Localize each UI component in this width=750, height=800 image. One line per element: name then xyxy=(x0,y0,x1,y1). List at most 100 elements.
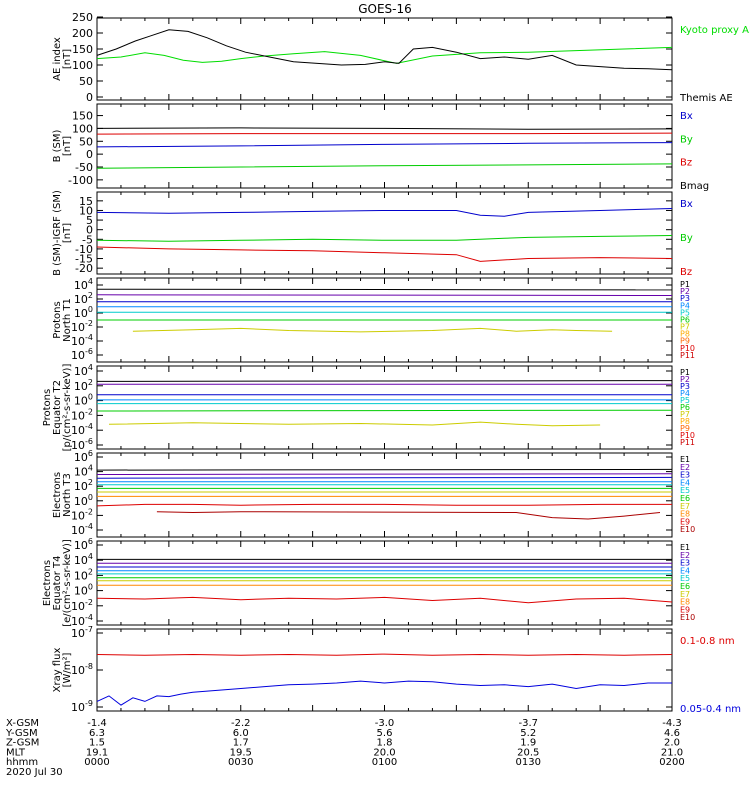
orbit-value: -2.2 xyxy=(231,718,251,729)
orbit-value: 19.5 xyxy=(230,747,252,758)
y-tick-label: 10-9 xyxy=(71,699,93,714)
exponent: -6 xyxy=(85,347,93,356)
panel-frame xyxy=(96,452,673,538)
orbit-row-label: MLT xyxy=(6,747,26,758)
legend-Bx: Bx xyxy=(680,111,693,122)
y-tick-label: 10-8 xyxy=(71,662,93,677)
y-axis-label: Equator T2 xyxy=(52,380,63,435)
y-axis-label: [nT] xyxy=(62,49,73,69)
y-tick-label: 100 xyxy=(72,59,93,72)
series-line-Kyoto proxy AE xyxy=(96,46,673,64)
legend-E10: E10 xyxy=(680,525,695,534)
y-tick-label: -10 xyxy=(75,243,93,256)
exponent: -4 xyxy=(85,422,93,431)
legend-P5: P5 xyxy=(680,308,690,317)
legend-P2: P2 xyxy=(680,287,690,296)
y-axis-label: Equator T4 xyxy=(52,556,63,611)
orbit-row-label: hhmm xyxy=(6,757,38,768)
series-line-P2 xyxy=(96,294,673,296)
orbit-value: -3.7 xyxy=(518,718,538,729)
y-axis-label: [nT] xyxy=(62,136,73,156)
legend-P10: P10 xyxy=(680,344,695,353)
legend-By: By xyxy=(680,134,693,145)
y-axis-label: [nT] xyxy=(62,223,73,243)
y-axis-label: Protons xyxy=(42,389,53,426)
y-tick-label: 10-4 xyxy=(71,422,93,437)
y-axis-label: North T3 xyxy=(62,473,73,517)
y-tick-label: -20 xyxy=(75,262,93,275)
legend-P9: P9 xyxy=(680,424,690,433)
y-tick-label: 10 xyxy=(79,204,93,217)
series-line-Themis AE xyxy=(96,29,673,71)
legend-E4: E4 xyxy=(680,478,690,487)
legend-Bz: Bz xyxy=(680,267,692,278)
legend-Themis AE: Themis AE xyxy=(679,93,733,104)
legend-E7: E7 xyxy=(680,502,690,511)
legend-P6: P6 xyxy=(680,403,690,412)
y-axis-label: Xray flux xyxy=(52,648,63,693)
y-tick-label: 102 xyxy=(74,378,93,393)
y-axis-label: B (SM) xyxy=(52,129,63,162)
panel-frame xyxy=(96,191,673,275)
y-axis-label: AE index xyxy=(52,37,63,81)
exponent: -2 xyxy=(85,407,93,416)
legend-Kyoto proxy AE: Kyoto proxy AE xyxy=(680,25,750,36)
legend-P3: P3 xyxy=(680,382,690,391)
orbit-value: 4.6 xyxy=(664,728,680,739)
legend-P11: P11 xyxy=(680,351,695,360)
orbit-value: 1.7 xyxy=(233,738,249,749)
exponent: 0 xyxy=(88,393,93,402)
chart-title: GOES-16 xyxy=(358,2,412,16)
series-line-P1 xyxy=(96,380,673,382)
panel-frame xyxy=(96,365,673,450)
orbit-value: 19.1 xyxy=(86,747,108,758)
orbit-value: 0130 xyxy=(516,757,541,768)
orbit-value: 20.0 xyxy=(373,747,395,758)
series-line-Bx xyxy=(96,208,673,217)
y-tick-label: -100 xyxy=(68,174,93,187)
orbit-value: 6.3 xyxy=(89,728,105,739)
legend-P11: P11 xyxy=(680,438,695,447)
y-tick-label: 10-2 xyxy=(71,407,93,422)
legend-E7: E7 xyxy=(680,590,690,599)
orbit-value: -4.3 xyxy=(662,718,682,729)
y-tick-label: 10-6 xyxy=(71,347,93,362)
legend-E6: E6 xyxy=(680,494,690,503)
legend-P8: P8 xyxy=(680,417,690,426)
y-tick-label: 100 xyxy=(74,305,93,320)
y-tick-label: 10-2 xyxy=(71,319,93,334)
legend-E5: E5 xyxy=(680,574,690,583)
legend-Bz: Bz xyxy=(680,158,692,169)
y-tick-label: 104 xyxy=(74,277,93,292)
exponent: 4 xyxy=(88,277,93,286)
legend-P6: P6 xyxy=(680,315,690,324)
y-axis-label: North T1 xyxy=(62,298,73,342)
series-line-E1 xyxy=(96,468,673,471)
legend-P9: P9 xyxy=(680,337,690,346)
legend-P1: P1 xyxy=(680,368,690,377)
y-tick-label: 15 xyxy=(79,195,93,208)
series-line-Bz xyxy=(96,132,673,135)
series-line-E10 xyxy=(156,511,661,520)
orbit-table: X-GSM -1.4 -2.2 -3.0 -3.7 -4.3 Y-GSM 6.3 6.0 5.6 5… xyxy=(5,718,685,768)
y-tick-label: 10-7 xyxy=(71,625,93,640)
legend-P1: P1 xyxy=(680,280,690,289)
orbit-row-label: X-GSM xyxy=(6,718,39,729)
legend-E1: E1 xyxy=(680,455,690,464)
legend-E8: E8 xyxy=(680,598,690,607)
y-tick-label: 104 xyxy=(74,464,93,479)
orbit-value: 21.0 xyxy=(661,747,683,758)
panel-7: 10-9 10-8 10-7 Xray flux [W/m²] 0.1-0.8 nm 0.0… xyxy=(52,625,741,715)
y-tick-label: 10-2 xyxy=(71,598,93,613)
legend-E5: E5 xyxy=(680,486,690,495)
legend-E3: E3 xyxy=(680,559,690,568)
series-line-P7 xyxy=(108,421,601,427)
panel-frame xyxy=(96,628,673,712)
y-tick-label: -15 xyxy=(75,253,93,266)
y-tick-label: 106 xyxy=(74,537,93,552)
series-line-Bx xyxy=(96,142,673,148)
y-tick-label: -5 xyxy=(82,233,93,246)
